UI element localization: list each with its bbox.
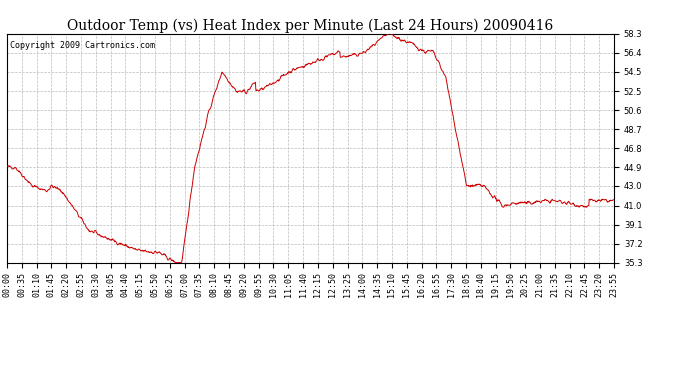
Text: Copyright 2009 Cartronics.com: Copyright 2009 Cartronics.com bbox=[10, 40, 155, 50]
Title: Outdoor Temp (vs) Heat Index per Minute (Last 24 Hours) 20090416: Outdoor Temp (vs) Heat Index per Minute … bbox=[68, 18, 553, 33]
